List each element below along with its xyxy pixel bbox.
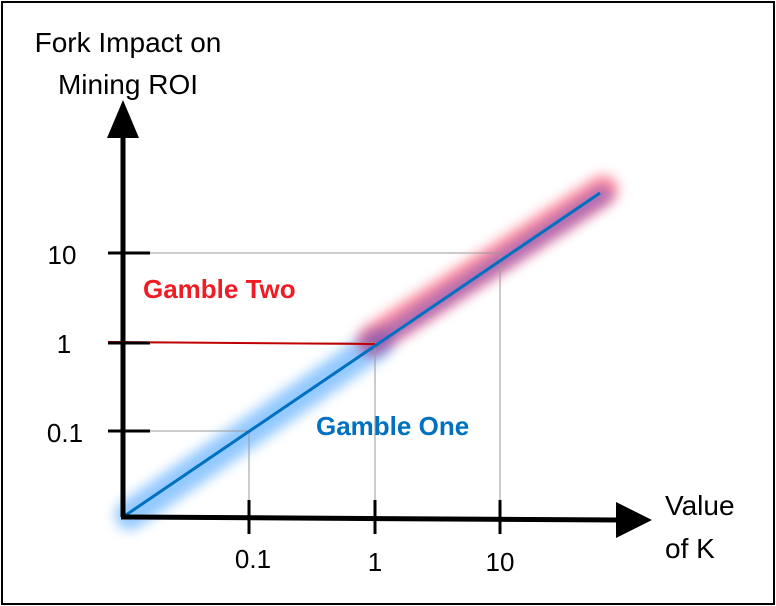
y-axis-title-line2: Mining ROI [58,69,198,100]
gamble-one-label: Gamble One [316,411,469,441]
x-tick-label-10: 10 [486,547,515,577]
y-tick-label-10: 10 [48,240,77,270]
gamble-two-label: Gamble Two [143,274,296,304]
gamble-one-line [122,191,601,519]
x-axis-title-line2: of K [665,533,715,564]
x-axis-arrow [616,502,652,538]
y-tick-label-1: 1 [57,329,71,359]
x-axis-title-line1: Value [665,490,735,521]
y-tick-label-0.1: 0.1 [47,418,83,448]
gamble-two-line [107,341,376,345]
y-axis-title-line1: Fork Impact on [35,27,222,58]
x-tick-label-1: 1 [368,547,382,577]
x-tick-label-0.1: 0.1 [235,544,271,574]
x-axis [120,514,621,523]
y-axis-arrow [107,100,139,138]
